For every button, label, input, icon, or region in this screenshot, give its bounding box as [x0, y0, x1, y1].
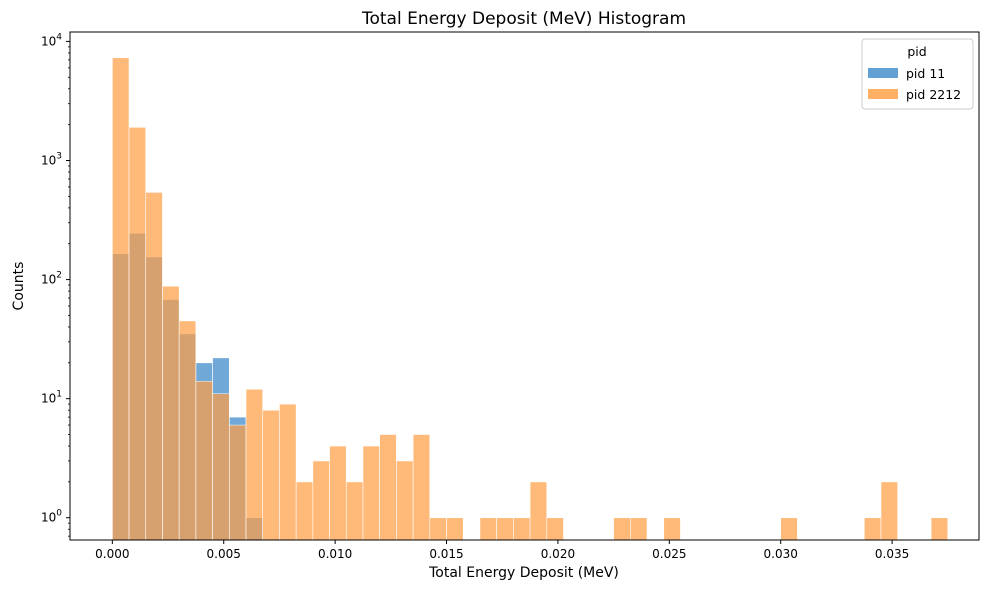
- x-tick-label: 0.025: [652, 547, 686, 561]
- bar-pid-2212-0: [112, 57, 130, 541]
- bar-pid-2212-20: [446, 517, 464, 541]
- bar-pid-2212-23: [513, 517, 531, 541]
- y-tick-label: 103: [41, 152, 62, 168]
- y-tick-label: 100: [41, 509, 62, 525]
- bar-pid-2212-7: [228, 424, 247, 541]
- bar-pid-2212-21: [479, 517, 497, 541]
- legend-swatch-pid-2212: [868, 89, 898, 99]
- chart-title: Total Energy Deposit (MeV) Histogram: [361, 9, 686, 29]
- legend: pid pid 11 pid 2212: [861, 38, 974, 110]
- bar-pid-2212-19: [429, 517, 447, 541]
- y-tick-label: 102: [41, 271, 62, 287]
- bar-pid-2212-27: [630, 517, 648, 541]
- x-axis-ticks: 0.000 0.005 0.010 0.015 0.020 0.025 0.030 0.035: [95, 540, 909, 561]
- bar-pid-2212-25: [546, 517, 564, 541]
- y-axis-ticks: 100 101 102 103 104: [41, 32, 70, 537]
- bar-pid-2212-13: [329, 445, 347, 541]
- bar-pid-2212-30: [863, 517, 882, 541]
- legend-label-pid-2212: pid 2212: [906, 87, 961, 102]
- legend-swatch-pid-11: [868, 68, 898, 78]
- bar-pid-2212-24: [529, 481, 548, 541]
- bar-pid-2212-6: [212, 393, 230, 541]
- bar-pid-2212-8: [245, 388, 264, 541]
- bar-pid-2212-29: [780, 517, 798, 541]
- bar-pid-2212-22: [496, 517, 514, 541]
- bar-pid-2212-17: [396, 460, 414, 541]
- x-tick-label: 0.010: [318, 547, 352, 561]
- x-tick-label: 0.020: [541, 547, 575, 561]
- bar-pid-2212-15: [362, 445, 380, 541]
- bar-pid-2212-32: [930, 517, 949, 541]
- bar-pid-2212-2: [145, 192, 163, 541]
- x-tick-label: 0.000: [95, 547, 129, 561]
- bar-pid-2212-5: [195, 380, 213, 541]
- x-tick-label: 0.030: [764, 547, 798, 561]
- legend-label-pid-11: pid 11: [906, 66, 945, 81]
- bar-pid-2212-11: [295, 481, 314, 541]
- x-tick-label: 0.005: [207, 547, 241, 561]
- bar-pid-2212-31: [880, 481, 898, 541]
- bar-pid-2212-18: [412, 434, 431, 541]
- bar-pid-2212-9: [262, 409, 280, 541]
- y-axis-label: Counts: [11, 262, 27, 311]
- bar-pid-2212-12: [312, 460, 330, 541]
- y-tick-label: 104: [41, 32, 62, 48]
- x-tick-label: 0.015: [429, 547, 463, 561]
- bar-pid-2212-16: [379, 434, 397, 541]
- bar-pid-2212-14: [345, 481, 364, 541]
- legend-title: pid: [907, 44, 926, 59]
- x-tick-label: 0.035: [875, 547, 909, 561]
- plot-frame: [69, 31, 980, 541]
- bar-pid-2212-10: [279, 403, 297, 541]
- bar-pid-2212-1: [128, 127, 147, 541]
- bar-pid-2212-3: [162, 285, 180, 541]
- bars-layer: [112, 57, 949, 541]
- x-axis-label: Total Energy Deposit (MeV): [428, 565, 619, 581]
- y-tick-label: 101: [41, 390, 62, 406]
- bar-pid-2212-4: [178, 320, 197, 541]
- bar-pid-2212-26: [613, 517, 631, 541]
- bar-pid-2212-28: [663, 517, 681, 541]
